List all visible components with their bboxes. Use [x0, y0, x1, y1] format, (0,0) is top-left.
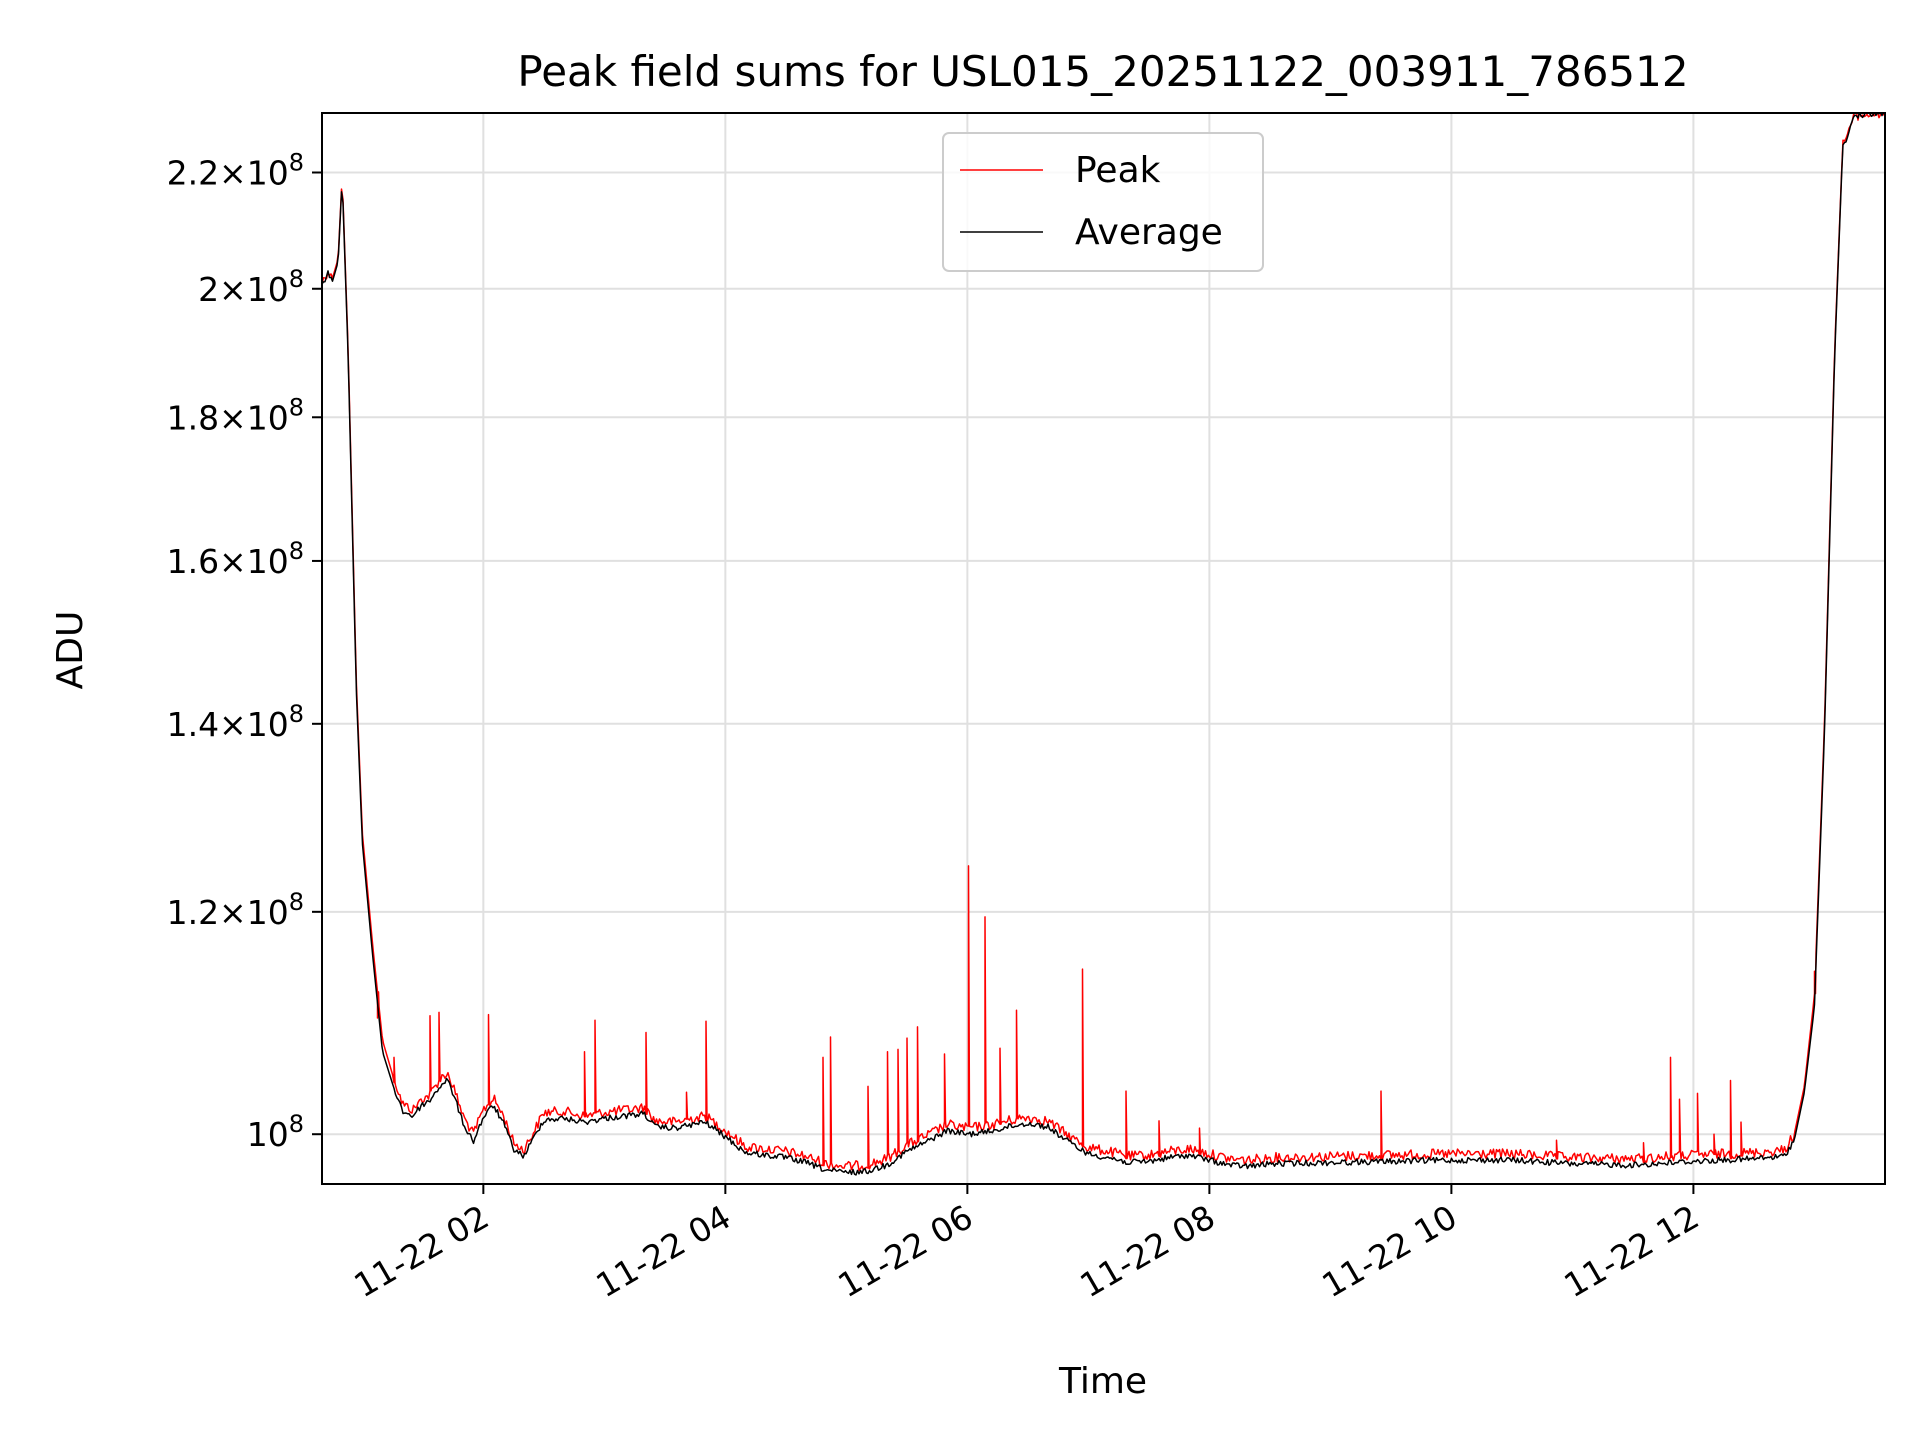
y-tick-label: 108: [247, 1110, 304, 1154]
y-tick-label: 1.4×108: [167, 700, 304, 744]
y-tick-label: 1.6×108: [167, 537, 304, 581]
legend-box: [942, 132, 1264, 272]
y-tick-label: 2.2×108: [167, 149, 304, 193]
y-tick-label: 2×108: [198, 265, 304, 309]
series-line-peak: [322, 113, 1885, 1172]
chart-title: Peak field sums for USL015_20251122_0039…: [517, 47, 1688, 96]
series-layer: [322, 113, 1885, 1176]
y-axis-label: ADU: [50, 611, 91, 690]
x-axis-label: Time: [1058, 1361, 1147, 1402]
legend: Peak Average: [942, 132, 1264, 272]
y-axis: 108 1.2×108 1.4×108 1.6×108 1.8×108 2×108 2.2×…: [167, 149, 322, 1154]
legend-label-peak: Peak: [1075, 150, 1161, 191]
series-line-average: [322, 113, 1885, 1176]
y-tick-label: 1.2×108: [167, 888, 304, 932]
y-tick-label: 1.8×108: [167, 393, 304, 437]
plot-frame: [321, 112, 1886, 1185]
grid: [322, 113, 1885, 1184]
legend-label-average: Average: [1075, 212, 1223, 253]
